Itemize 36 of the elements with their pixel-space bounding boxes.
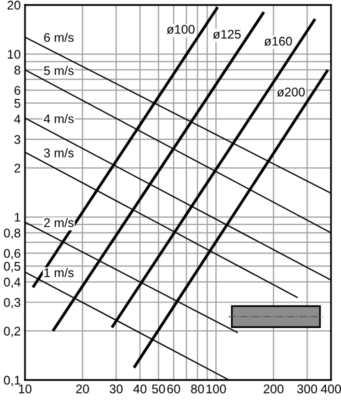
y-tick-label: 6 <box>14 86 20 95</box>
y-tick-label: 0,5 <box>4 262 20 272</box>
y-tick-label: 1 <box>14 212 20 222</box>
x-tick-label: 30 <box>110 384 123 394</box>
series-label: 5 m/s <box>44 66 74 76</box>
y-tick-label: 0,8 <box>4 228 20 239</box>
y-tick-label: 3 <box>14 135 20 144</box>
y-tick-label: 0,3 <box>4 298 20 308</box>
x-tick-label: 60 <box>167 384 180 394</box>
y-tick-label: 10 <box>8 50 20 59</box>
series-label: 4 m/s <box>44 114 74 124</box>
y-tick-label: 4 <box>14 114 20 124</box>
x-tick-label: 300 <box>297 384 318 394</box>
series-label: 1 m/s <box>44 268 74 278</box>
series-label: ø100 <box>166 24 195 34</box>
y-tick-label: 0,6 <box>4 248 20 260</box>
series-label: 6 m/s <box>44 32 74 42</box>
series-label: ø125 <box>212 30 241 39</box>
x-tick-label: 40 <box>133 384 146 394</box>
y-tick-label: 0,2 <box>4 326 20 338</box>
series-label: ø160 <box>264 36 292 46</box>
x-tick-label: 200 <box>264 384 284 394</box>
x-tick-label: 100 <box>206 384 226 394</box>
series-label: 3 m/s <box>44 148 74 158</box>
series-label: 2 m/s <box>44 218 74 228</box>
x-tick-label: 400 <box>320 384 341 394</box>
x-tick-label: 50 <box>152 384 165 394</box>
x-tick-label: 80 <box>191 384 204 394</box>
y-tick-label: 5 <box>14 99 20 108</box>
x-tick-label: 20 <box>76 384 89 394</box>
y-tick-label: 0,4 <box>4 278 20 288</box>
series-label: ø200 <box>276 88 305 97</box>
y-tick-label: 20 <box>8 0 20 10</box>
y-tick-label: 0,1 <box>4 376 20 386</box>
y-tick-label: 8 <box>14 66 20 75</box>
y-tick-label: 2 <box>14 164 20 172</box>
